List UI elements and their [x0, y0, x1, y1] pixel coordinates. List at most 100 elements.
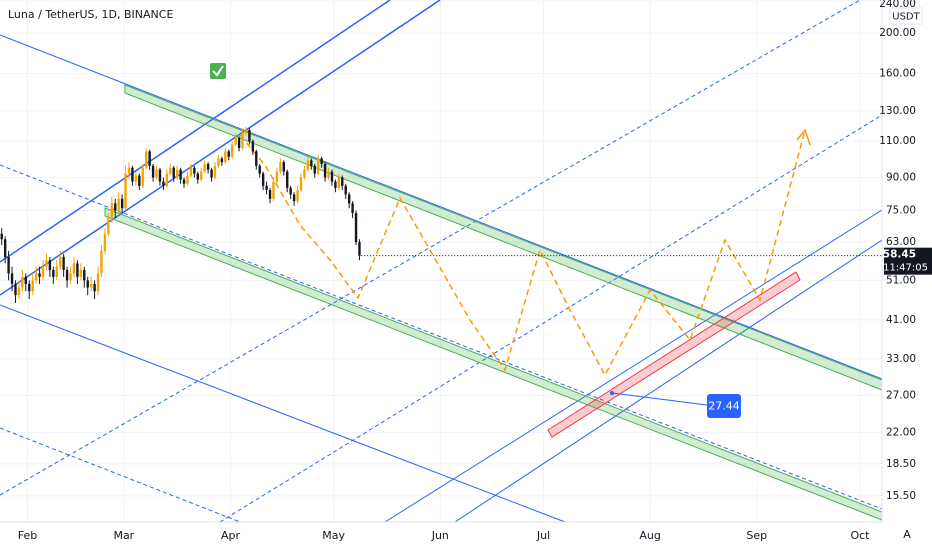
candle-body	[144, 151, 148, 168]
x-tick-label: Sep	[746, 529, 767, 542]
last-price-box	[884, 247, 932, 275]
trend-line	[0, 304, 566, 523]
candle-body	[55, 266, 58, 277]
note-connector	[611, 392, 708, 406]
unit-box	[889, 7, 923, 25]
candle-body	[38, 273, 41, 277]
y-tick-label: 18.50	[886, 458, 916, 470]
candle-body	[165, 173, 169, 186]
channel-band	[124, 84, 883, 391]
candle-body	[110, 203, 113, 218]
candle-body	[172, 167, 175, 178]
y-tick-label: 27.00	[886, 389, 916, 401]
candle-body	[286, 171, 289, 188]
x-tick-label: May	[322, 529, 345, 542]
candle-body	[0, 233, 3, 240]
candle-body	[41, 266, 45, 277]
candle-body	[279, 162, 282, 172]
candle-body	[200, 171, 203, 180]
x-tick-label: Mar	[113, 529, 134, 542]
candle-body	[182, 179, 186, 184]
candle-body	[358, 242, 361, 256]
candle-body	[224, 151, 227, 163]
candle-body	[310, 160, 313, 166]
x-tick-label: Apr	[221, 529, 241, 542]
candle-body	[103, 233, 107, 251]
candle-body	[189, 167, 193, 176]
support-band	[547, 271, 801, 438]
candle-body	[275, 171, 279, 182]
candle-body	[52, 269, 55, 277]
last-price-label: 58.45	[883, 249, 916, 261]
candle-body	[65, 269, 69, 281]
candle-body	[241, 133, 244, 148]
y-tick-label: 75.00	[886, 205, 916, 217]
trend-line	[0, 0, 391, 263]
y-tick-label: 160.00	[879, 67, 916, 79]
candle-body	[255, 151, 258, 166]
y-tick-label: 240.00	[879, 0, 916, 10]
candle-body	[131, 167, 134, 182]
candle-body	[158, 169, 162, 182]
candle-body	[10, 273, 14, 284]
projection-path	[239, 129, 806, 377]
candle-body	[117, 198, 120, 211]
candle-body	[3, 239, 7, 258]
candle-body	[141, 167, 144, 186]
channel-band	[104, 207, 883, 521]
trend-line-dashed	[0, 0, 861, 496]
candle-body	[45, 260, 48, 267]
y-tick-label: 15.50	[886, 490, 916, 502]
candle-body	[289, 187, 292, 195]
candle-body	[89, 283, 93, 288]
candle-body	[162, 181, 165, 186]
candle-body	[354, 212, 358, 243]
candle-body	[347, 194, 351, 204]
trend-line-dashed	[219, 114, 883, 523]
candle-body	[344, 185, 347, 195]
candle-body	[175, 169, 179, 178]
candle-body	[316, 158, 320, 174]
candle-body	[303, 169, 306, 178]
candle-body	[265, 185, 268, 191]
candle-body	[7, 257, 10, 274]
candle-body	[320, 158, 323, 164]
grid	[0, 0, 882, 522]
trend-line	[0, 0, 441, 296]
countdown-label: 11:47:05	[883, 263, 928, 274]
y-tick-label: 41.00	[886, 314, 916, 326]
note-anchor	[610, 391, 614, 395]
check-mark	[212, 65, 224, 77]
candle-body	[330, 171, 334, 182]
candle-body	[48, 260, 52, 270]
candle-body	[351, 203, 354, 213]
y-tick-label: 200.00	[879, 27, 916, 39]
candle-body	[193, 167, 196, 174]
trend-line-dashed	[0, 427, 241, 523]
candle-body	[21, 276, 24, 288]
trend-line-dashed	[0, 164, 883, 510]
candle-body	[169, 167, 172, 174]
y-tick-label: 22.00	[886, 427, 916, 439]
x-tick-label: Feb	[18, 529, 37, 542]
candle-body	[155, 169, 158, 178]
candle-body	[186, 175, 189, 184]
candle-body	[337, 177, 341, 188]
candle-body	[251, 141, 255, 152]
candle-body	[114, 203, 117, 211]
candle-body	[83, 269, 86, 281]
x-tick-label: Oct	[850, 529, 870, 542]
chart-title: Luna / TetherUS, 1D, BINANCE	[8, 8, 173, 21]
candle-body	[296, 190, 299, 202]
candle-body	[138, 175, 141, 186]
candle-body	[17, 287, 21, 296]
candle-body	[28, 283, 31, 292]
candle-body	[93, 283, 96, 292]
candle-body	[31, 280, 34, 292]
autoscale-button[interactable]: A	[903, 528, 911, 541]
candle-body	[299, 177, 303, 191]
candle-body	[210, 169, 213, 178]
candle-body	[248, 130, 251, 142]
candle-body	[258, 165, 261, 174]
